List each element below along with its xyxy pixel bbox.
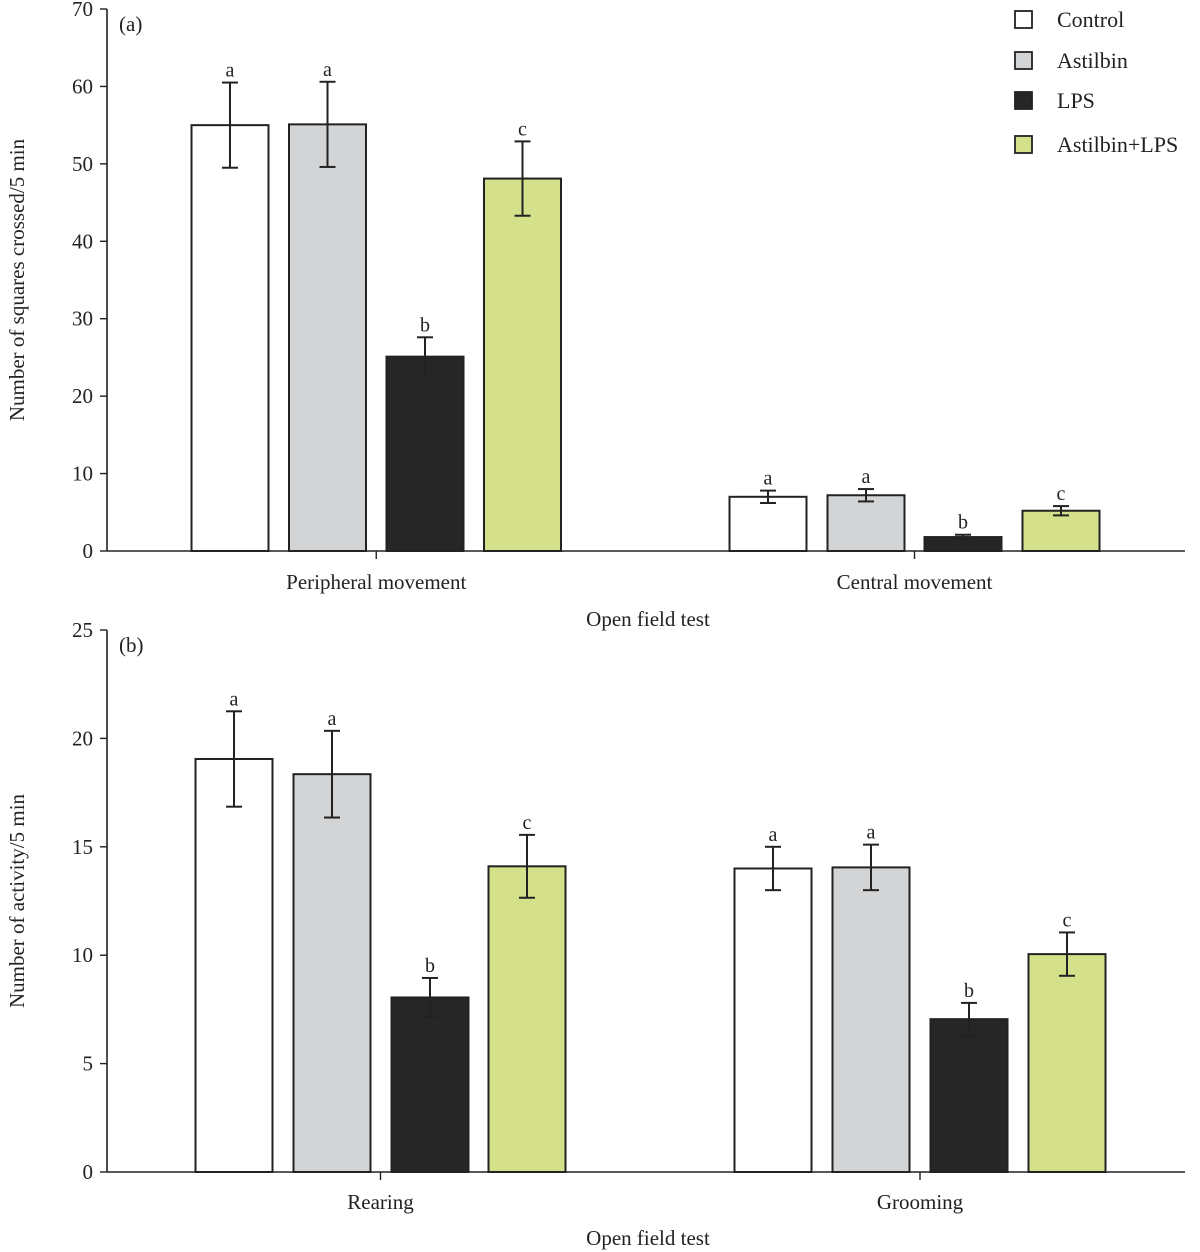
significance-letter: b [425,955,435,977]
y-tick-label: 10 [72,462,93,486]
bar-astilbin [292,773,372,1173]
significance-letter: c [523,812,532,834]
bar-astilbin-lps [1021,509,1101,553]
legend-swatch [1014,10,1033,29]
y-tick-label: 60 [72,74,93,98]
significance-letter: c [518,118,527,140]
significance-letter: a [226,60,235,82]
y-tick-label: 40 [72,229,93,253]
y-tick-label: 5 [83,1052,94,1076]
bar-astilbin [288,123,367,553]
significance-letter: c [1063,909,1072,931]
bar-lps [929,1018,1009,1173]
y-tick-label: 20 [72,384,93,408]
panel-label: (a) [119,12,142,36]
x-axis-label: Open field test [586,607,710,631]
legend-label: Control [1057,7,1124,32]
significance-letter: b [958,512,968,534]
y-tick-label: 25 [72,618,93,642]
y-tick-label: 10 [72,943,93,967]
significance-letter: c [1057,483,1066,505]
y-tick-label: 70 [72,0,93,21]
legend-label: LPS [1057,88,1095,113]
bar-lps [385,355,465,553]
y-tick-label: 50 [72,152,93,176]
bar-control [733,867,813,1173]
x-tick-label: Rearing [347,1190,414,1214]
significance-letter: a [862,466,871,488]
significance-letter: b [420,314,430,336]
y-axis-label: Number of activity/5 min [5,793,29,1008]
y-tick-label: 0 [83,539,94,563]
bar-astilbin-lps [487,865,567,1173]
bar-astilbin-lps [483,177,562,552]
bar-control [190,124,270,553]
x-tick-label: Grooming [877,1190,964,1214]
significance-letter: a [769,824,778,846]
bar-astilbin [826,494,906,553]
y-axis-label: Number of squares crossed/5 min [5,138,29,421]
panel-label: (b) [119,633,144,657]
bar-control [728,495,808,552]
legend-label: Astilbin [1057,48,1128,73]
bar-astilbin [831,866,911,1173]
legend-label: Astilbin+LPS [1057,132,1178,157]
significance-letter: a [867,822,876,844]
panel-a: 0 10 20 30 40 50 60 70 (a) Number of squares cros… [5,0,1185,631]
legend: Control Astilbin LPS Astilbin+LPS [1014,7,1178,157]
significance-letter: a [764,468,773,490]
panel-b: 0 5 10 15 20 25 (b) Number of activity/5 min Rea… [5,618,1185,1250]
y-tick-label: 20 [72,726,93,750]
legend-swatch [1014,135,1033,154]
significance-letter: a [230,688,239,710]
legend-swatch [1014,91,1033,110]
significance-letter: b [964,980,974,1002]
bar-control [194,757,274,1173]
y-tick-label: 30 [72,307,93,331]
x-tick-label: Peripheral movement [286,570,466,594]
significance-letter: a [328,708,337,730]
bar-astilbin-lps [1027,953,1107,1174]
bar-lps [390,996,470,1174]
significance-letter: a [323,59,332,81]
x-axis-label: Open field test [586,1226,710,1250]
x-tick-label: Central movement [837,570,993,594]
y-tick-label: 15 [72,835,93,859]
legend-swatch [1014,51,1033,70]
y-tick-label: 0 [83,1160,94,1184]
